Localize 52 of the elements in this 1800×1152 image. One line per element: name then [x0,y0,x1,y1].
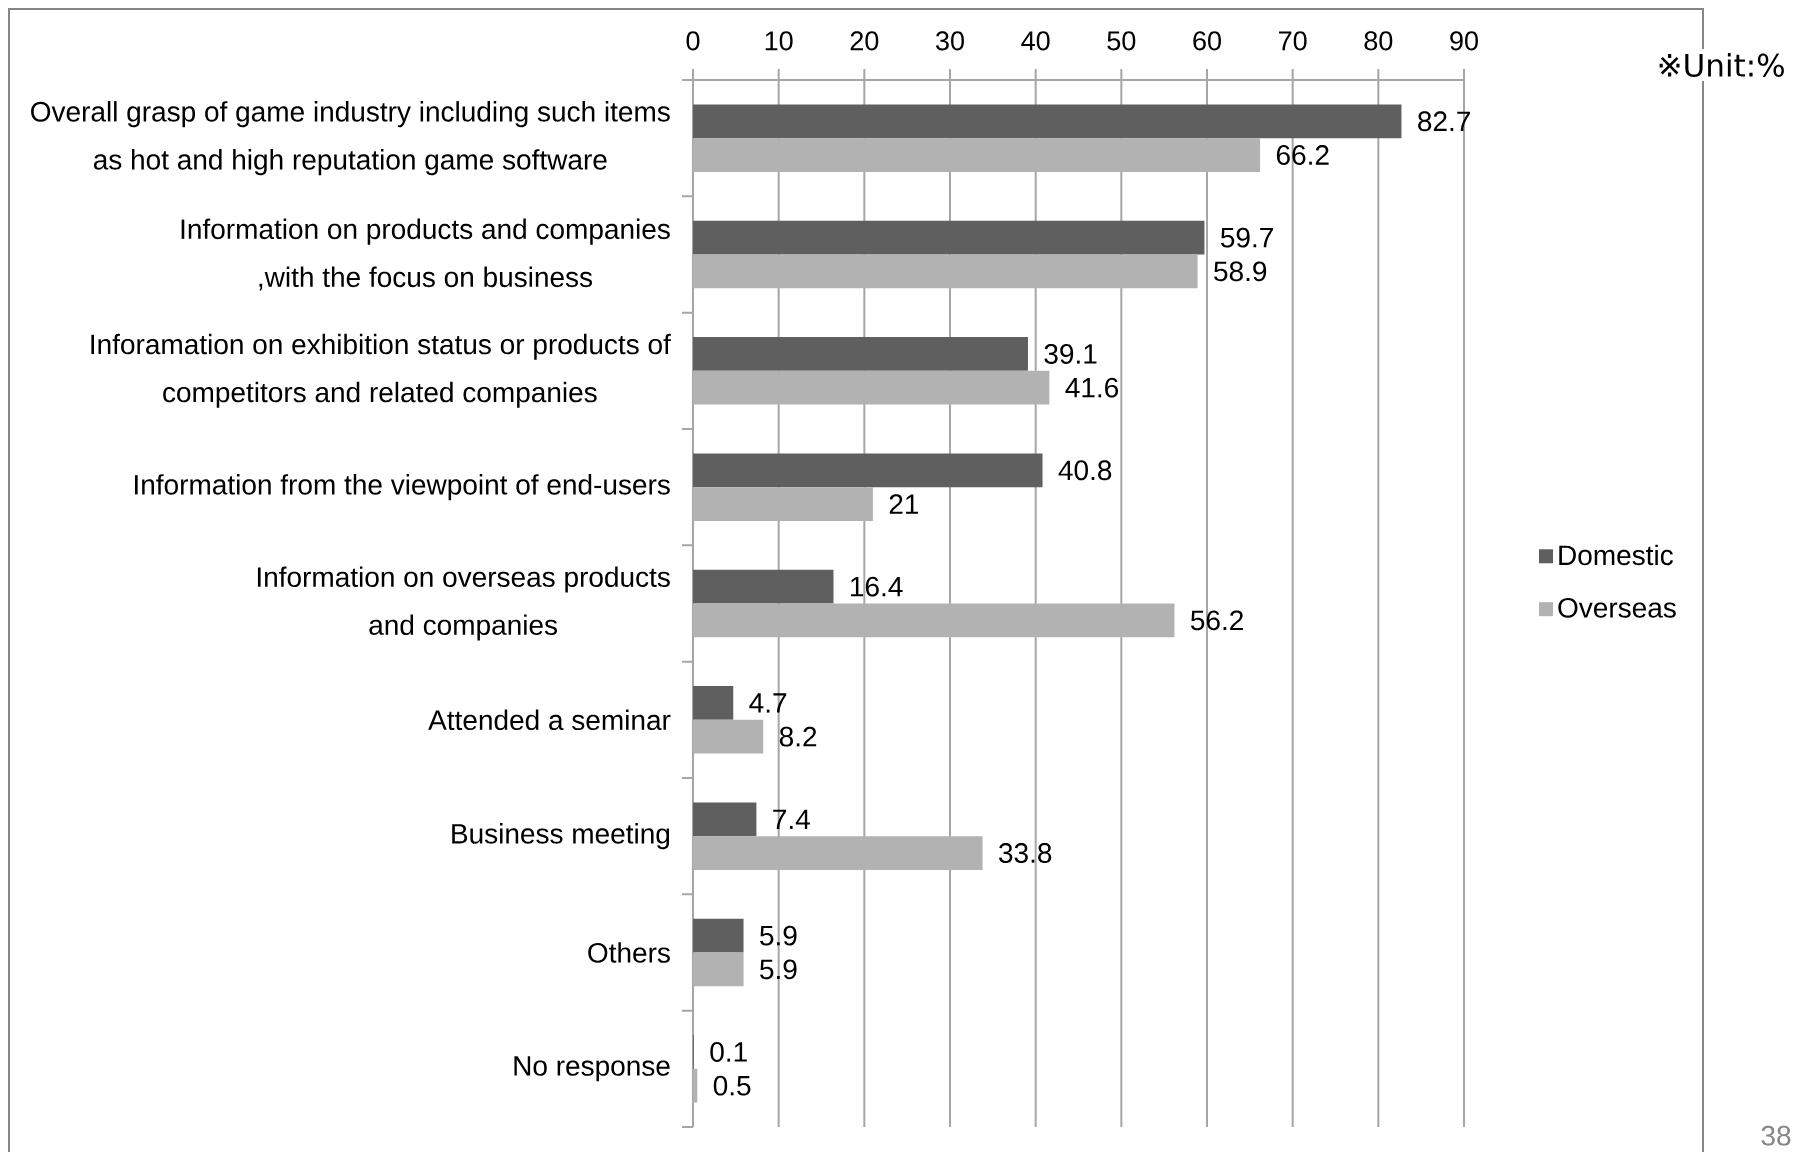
data-label: 0.1 [710,1042,747,1062]
bar [692,569,834,604]
y-tick-label: Information on products and companies ,with the focus on business [181,218,670,291]
bar [692,1068,698,1103]
data-label: 7.4 [773,809,810,829]
data-label: 8.2 [779,726,817,747]
y-tick-label: Inforamation on exhibition status or products of competitors and related companies [91,333,671,408]
legend-label: Overseas [1558,597,1676,618]
text: 38 [1761,1125,1791,1146]
y-tick-label: Information on overseas products and companies [257,566,670,641]
data-label: 21 [889,494,919,514]
data-label: 40.8 [1058,460,1112,481]
y-tick-label: Business meeting [452,823,670,850]
y-tick-label: No response [514,1056,670,1082]
x-tick-label: 30 [936,31,964,51]
data-label: 39.1 [1044,344,1097,364]
bar [692,952,744,987]
x-tick-label: 90 [1450,31,1478,51]
data-label: 58.9 [1214,261,1267,282]
y-tick-label: Information from the viewpoint of end-users [135,474,670,501]
x-tick-label: 40 [1021,31,1050,51]
data-label: 41.6 [1065,377,1119,398]
legend-label: Domestic [1559,544,1673,566]
data-label: 4.7 [749,693,787,713]
x-tick-label: 80 [1364,31,1393,51]
y-tick-label: Attended a seminar [428,709,671,731]
x-tick-label: 10 [765,31,793,51]
bar [692,337,1028,371]
data-label: 59.7 [1220,227,1273,248]
x-tick-label: 70 [1279,31,1307,51]
x-tick-label: 60 [1193,31,1221,51]
data-label: 33.8 [999,843,1052,863]
x-tick-label: 0 [686,31,700,51]
bar [692,104,1402,139]
bar [692,220,1205,255]
y-tick-label: Others [588,942,670,963]
bar [692,453,1043,488]
data-label: 16.4 [851,576,903,597]
text: ※Unit:% [1659,52,1784,77]
bar [692,719,764,754]
data-label: 56.2 [1190,610,1243,631]
bar [692,802,757,837]
bar [692,918,744,953]
y-tick-label: Overall grasp of game industry including such items as hot and high reputation game software [31,101,670,176]
data-label: 5.9 [760,925,797,946]
data-label: 66.2 [1276,145,1329,165]
x-tick-label: 20 [850,31,879,51]
data-label: 0.5 [713,1075,751,1096]
data-label: 5.9 [760,959,797,980]
x-tick-label: 50 [1107,31,1136,51]
bar [692,686,734,720]
data-label: 82.7 [1418,111,1470,132]
